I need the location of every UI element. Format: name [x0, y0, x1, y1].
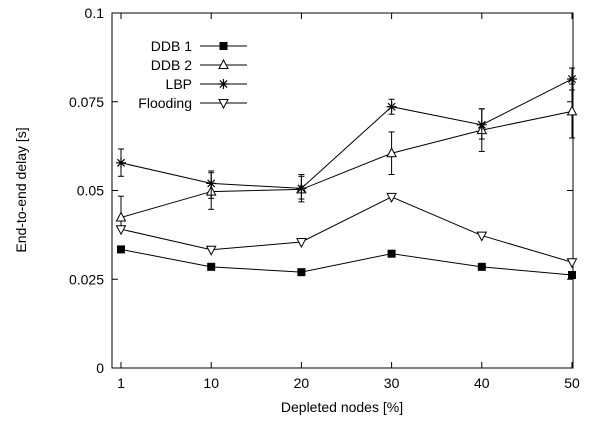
legend-item: Flooding	[138, 95, 247, 111]
data-point	[476, 119, 487, 130]
data-point	[386, 101, 397, 112]
legend-marker	[218, 79, 229, 89]
data-point	[297, 268, 306, 277]
x-tick-label: 50	[564, 375, 580, 391]
legend-marker	[219, 42, 228, 50]
series-lbp	[116, 67, 577, 203]
legend-item: LBP	[166, 76, 247, 92]
data-point	[386, 192, 397, 203]
x-tick-label: 20	[294, 375, 310, 391]
series-flooding	[115, 192, 578, 269]
legend-label: DDB 1	[151, 38, 192, 54]
x-tick-label: 1	[117, 375, 125, 391]
data-point	[205, 245, 217, 256]
x-axis-ticks: 1 10 20 30 40 50	[117, 13, 580, 391]
x-tick-label: 40	[474, 375, 490, 391]
y-tick-label: 0.05	[77, 183, 104, 199]
x-tick-label: 10	[203, 375, 219, 391]
y-axis-ticks: 0 0.025 0.05 0.075 0.1	[69, 5, 573, 376]
legend-marker	[218, 99, 229, 110]
series-line	[120, 78, 573, 189]
legend: DDB 1 DDB 2 LBP Flooding	[138, 38, 247, 111]
x-axis-title: Depleted nodes [%]	[281, 399, 403, 415]
data-point	[387, 249, 396, 258]
data-point	[566, 258, 578, 269]
data-point	[566, 105, 578, 116]
data-point	[386, 147, 397, 158]
legend-label: LBP	[166, 76, 192, 92]
data-point	[477, 262, 486, 271]
series-line	[120, 196, 573, 263]
y-axis-title: End-to-end delay [s]	[13, 127, 29, 252]
y-tick-label: 0.1	[85, 5, 105, 21]
y-tick-label: 0.075	[69, 94, 104, 110]
data-point	[296, 183, 307, 194]
x-tick-label: 30	[384, 375, 400, 391]
data-point	[296, 237, 307, 249]
data-point	[207, 262, 216, 271]
data-point	[206, 178, 217, 189]
data-point	[116, 157, 126, 168]
y-tick-label: 0	[96, 360, 104, 376]
series-line	[120, 248, 573, 276]
data-point	[115, 211, 127, 222]
data-point	[567, 74, 577, 85]
legend-item: DDB 1	[151, 38, 247, 54]
legend-label: Flooding	[138, 95, 192, 111]
y-tick-label: 0.025	[69, 271, 104, 287]
series-line	[120, 110, 573, 218]
series-ddb-1	[117, 245, 576, 279]
legend-label: DDB 2	[151, 57, 192, 73]
data-point	[115, 225, 127, 236]
legend-marker	[218, 58, 229, 69]
data-point	[476, 231, 488, 242]
data-point	[117, 245, 125, 254]
data-point	[568, 270, 576, 279]
legend-item: DDB 2	[151, 57, 247, 73]
series-layer	[115, 67, 578, 279]
